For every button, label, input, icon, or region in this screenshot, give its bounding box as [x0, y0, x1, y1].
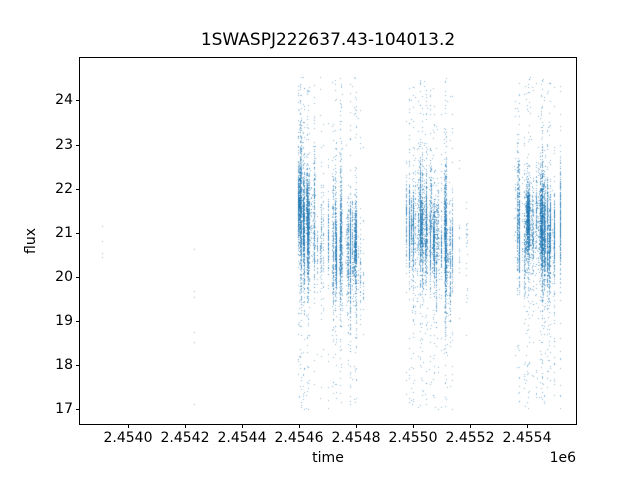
x-tick-label: 2.4544	[217, 430, 267, 446]
y-tick-mark	[76, 276, 80, 278]
x-tick-mark	[356, 424, 357, 428]
x-tick-label: 2.4548	[331, 430, 381, 446]
x-tick-label: 2.4542	[160, 430, 210, 446]
y-tick-mark	[76, 232, 80, 234]
y-tick-label: 22	[55, 180, 73, 197]
y-tick-mark	[76, 409, 80, 411]
y-tick-label: 20	[55, 268, 73, 285]
x-tick-mark	[241, 424, 243, 428]
y-axis-label: flux	[23, 228, 39, 254]
chart-title: 1SWASPJ222637.43-104013.2	[200, 30, 456, 50]
x-tick-mark	[527, 424, 528, 428]
y-tick-label: 17	[55, 401, 73, 418]
y-tick-label: 18	[55, 357, 73, 374]
x-tick-mark	[127, 424, 129, 428]
y-tick-mark	[76, 321, 80, 323]
y-tick-label: 23	[55, 136, 73, 153]
x-tick-mark	[184, 424, 186, 428]
y-tick-mark	[76, 144, 80, 146]
scatter-plot-canvas	[80, 58, 576, 424]
x-tick-label: 2.4540	[103, 430, 153, 446]
x-tick-mark	[413, 424, 414, 428]
y-tick-mark	[76, 100, 80, 102]
y-tick-label: 19	[55, 313, 73, 330]
x-tick-label: 2.4550	[388, 430, 438, 446]
y-tick-mark	[76, 188, 80, 190]
x-tick-label: 2.4546	[274, 430, 324, 446]
y-tick-label: 21	[55, 224, 73, 241]
x-axis-offset-label: 1e6	[549, 450, 576, 466]
x-tick-label: 2.4554	[502, 430, 552, 446]
x-axis-label: time	[312, 450, 344, 466]
x-tick-mark	[299, 424, 300, 428]
x-tick-mark	[470, 424, 471, 428]
y-tick-mark	[76, 365, 80, 367]
y-tick-label: 24	[55, 92, 73, 109]
x-tick-label: 2.4552	[445, 430, 495, 446]
